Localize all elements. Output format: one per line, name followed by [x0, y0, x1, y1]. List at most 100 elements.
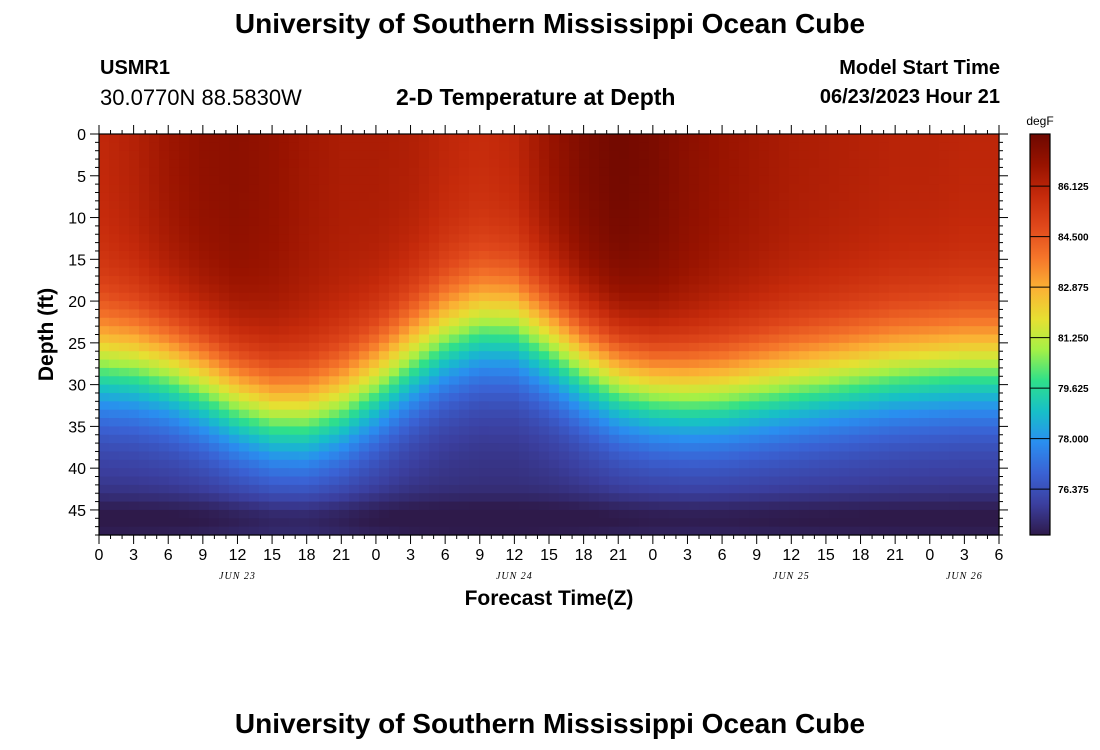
heatmap-cell [369, 434, 380, 444]
heatmap-cell [709, 459, 720, 469]
heatmap-cell [469, 142, 480, 152]
heatmap-cell [429, 384, 440, 394]
heatmap-cell [189, 209, 200, 219]
heatmap-cell [969, 326, 980, 336]
heatmap-cell [199, 250, 210, 260]
heatmap-cell [659, 167, 670, 177]
heatmap-cell [449, 518, 460, 528]
heatmap-cell [249, 384, 260, 394]
heatmap-cell [969, 418, 980, 427]
heatmap-cell [619, 376, 630, 386]
heatmap-cell [849, 284, 860, 294]
heatmap-cell [479, 309, 490, 319]
heatmap-cell [169, 301, 180, 311]
heatmap-cell [779, 301, 790, 311]
heatmap-cell [949, 384, 960, 394]
heatmap-cell [499, 267, 510, 277]
heatmap-cell [939, 501, 950, 511]
heatmap-cell [899, 267, 910, 277]
heatmap-cell [499, 443, 510, 453]
heatmap-cell [989, 426, 1000, 436]
heatmap-cell [589, 518, 600, 528]
heatmap-cell [769, 175, 780, 185]
heatmap-cell [909, 301, 920, 311]
heatmap-cell [899, 351, 910, 361]
heatmap-cell [139, 484, 150, 494]
heatmap-cell [299, 526, 310, 536]
heatmap-cell [939, 167, 950, 177]
heatmap-cell [759, 484, 770, 494]
heatmap-cell [989, 518, 1000, 528]
heatmap-cell [379, 518, 390, 528]
heatmap-cell [239, 150, 250, 160]
heatmap-cell [779, 476, 790, 486]
heatmap-cell [239, 459, 250, 469]
heatmap-cell [169, 451, 180, 461]
heatmap-cell [449, 384, 460, 394]
heatmap-cell [149, 184, 160, 194]
heatmap-cell [749, 242, 760, 252]
heatmap-cell [249, 434, 260, 444]
heatmap-cell [709, 150, 720, 160]
heatmap-cell [579, 200, 590, 210]
heatmap-cell [179, 484, 190, 494]
heatmap-cell [149, 443, 160, 453]
heatmap-cell [569, 401, 580, 411]
heatmap-cell [599, 209, 610, 219]
heatmap-cell [389, 434, 400, 444]
heatmap-cell [279, 267, 290, 277]
heatmap-cell [339, 384, 350, 394]
heatmap-cell [629, 284, 640, 294]
heatmap-cell [599, 150, 610, 160]
heatmap-cell [419, 159, 430, 169]
heatmap-cell [449, 409, 460, 419]
heatmap-cell [829, 376, 840, 386]
heatmap-cell [599, 409, 610, 419]
heatmap-cell [359, 326, 370, 336]
heatmap-cell [589, 301, 600, 311]
heatmap-cell [679, 134, 690, 143]
heatmap-cell [249, 267, 260, 277]
heatmap-cell [569, 225, 580, 235]
heatmap-cell [339, 159, 350, 169]
heatmap-cell [249, 242, 260, 252]
heatmap-cell [839, 200, 850, 210]
heatmap-cell [819, 384, 830, 394]
heatmap-cell [989, 501, 1000, 511]
heatmap-cell [909, 401, 920, 411]
heatmap-cell [639, 250, 650, 260]
heatmap-cell [239, 367, 250, 377]
heatmap-cell [609, 476, 620, 486]
heatmap-cell [899, 150, 910, 160]
heatmap-cell [869, 434, 880, 444]
heatmap-cell [449, 150, 460, 160]
heatmap-cell [509, 468, 520, 478]
y-tick-label: 40 [68, 461, 86, 478]
heatmap-cell [319, 443, 330, 453]
heatmap-cell [739, 509, 750, 519]
heatmap-cell [939, 242, 950, 252]
heatmap-cell [559, 159, 570, 169]
heatmap-cell [169, 284, 180, 294]
heatmap-cell [239, 284, 250, 294]
heatmap-cell [939, 234, 950, 244]
heatmap-cell [299, 242, 310, 252]
heatmap-cell [759, 200, 770, 210]
heatmap-cell [729, 468, 740, 478]
heatmap-cell [759, 434, 770, 444]
heatmap-cell [439, 301, 450, 311]
x-tick-label: 18 [575, 547, 593, 564]
heatmap-cell [589, 501, 600, 511]
heatmap-cell [709, 367, 720, 377]
heatmap-cell [199, 267, 210, 277]
heatmap-cell [639, 225, 650, 235]
heatmap-cell [499, 409, 510, 419]
heatmap-cell [749, 192, 760, 202]
heatmap-cell [539, 276, 550, 285]
heatmap-cell [809, 367, 820, 377]
heatmap-cell [929, 384, 940, 394]
heatmap-cell [869, 301, 880, 311]
heatmap-cell [279, 184, 290, 194]
heatmap-cell [819, 392, 830, 402]
heatmap-cell [649, 301, 660, 311]
